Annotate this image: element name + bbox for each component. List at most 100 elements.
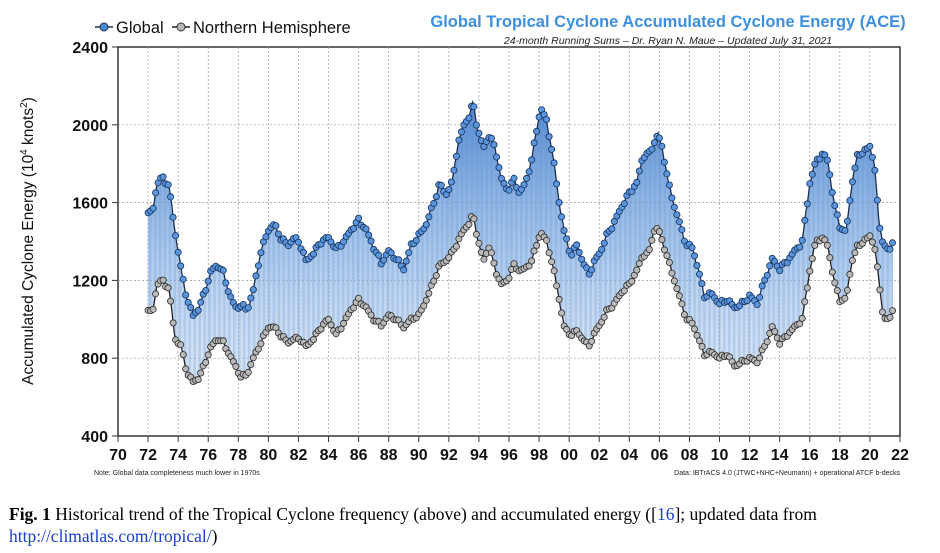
global-point xyxy=(472,121,480,129)
nh-point xyxy=(808,255,816,263)
nh-point xyxy=(490,259,498,267)
global-point xyxy=(568,251,576,259)
global-point xyxy=(350,224,358,232)
nh-point xyxy=(169,319,177,327)
global-point xyxy=(826,171,834,179)
nh-point xyxy=(691,325,699,333)
legend: Global Northern Hemisphere xyxy=(95,19,351,37)
global-point xyxy=(262,233,270,241)
global-point xyxy=(758,282,766,290)
nh-point xyxy=(696,337,704,345)
global-point xyxy=(204,277,212,285)
nh-point xyxy=(698,342,706,350)
nh-point xyxy=(763,338,771,346)
nh-point xyxy=(873,263,881,271)
global-series-points xyxy=(144,102,897,319)
nh-point xyxy=(149,305,157,313)
nh-point xyxy=(688,319,696,327)
nh-point xyxy=(487,249,495,257)
x-tick-label: 86 xyxy=(350,447,368,464)
nh-point xyxy=(480,255,488,263)
x-tick-label: 14 xyxy=(771,447,789,464)
x-gridlines xyxy=(147,47,871,436)
global-point xyxy=(452,152,460,160)
x-tick-label: 22 xyxy=(891,447,909,464)
y-tick-label: 800 xyxy=(81,351,108,368)
note-right: Data: IBTrACS 4.0 (JTWC+NHC+Neumann) + o… xyxy=(674,470,900,477)
global-point xyxy=(455,136,463,144)
x-tick-label: 12 xyxy=(741,447,759,464)
x-tick-label: 98 xyxy=(530,447,548,464)
global-point xyxy=(495,163,503,171)
global-point xyxy=(355,214,363,222)
y-tick-label: 1200 xyxy=(72,273,108,290)
x-tick-label: 96 xyxy=(500,447,518,464)
nh-point xyxy=(159,276,167,284)
nh-point xyxy=(841,294,849,302)
global-point xyxy=(387,249,395,257)
nh-point xyxy=(879,308,887,316)
global-point xyxy=(851,164,859,172)
nh-point xyxy=(886,313,894,321)
global-point xyxy=(490,141,498,149)
global-point xyxy=(402,257,410,265)
global-point xyxy=(871,166,879,174)
nh-point xyxy=(868,238,876,246)
global-point xyxy=(249,286,257,294)
global-point xyxy=(806,180,814,188)
global-point xyxy=(395,256,403,264)
caption-ref-link[interactable]: 16 xyxy=(656,504,675,524)
nh-point xyxy=(588,337,596,345)
nh-point xyxy=(452,242,460,250)
caption-text: Historical trend of the Tropical Cyclone… xyxy=(50,504,657,524)
global-point xyxy=(227,293,235,301)
global-point xyxy=(550,159,558,167)
global-point xyxy=(167,193,175,201)
global-point xyxy=(841,226,849,234)
nh-point xyxy=(472,230,480,238)
nh-point xyxy=(833,287,841,295)
x-tick-label: 80 xyxy=(259,447,277,464)
global-point xyxy=(367,237,375,245)
nh-point xyxy=(828,268,836,276)
global-point xyxy=(660,158,668,166)
global-point xyxy=(678,226,686,234)
global-point xyxy=(876,224,884,232)
nh-point xyxy=(327,321,335,329)
nh-point xyxy=(798,314,806,322)
nh-point xyxy=(528,257,536,265)
global-point xyxy=(698,280,706,288)
x-tick-label: 00 xyxy=(560,447,578,464)
nh-point xyxy=(177,341,185,349)
global-point xyxy=(412,236,420,244)
nh-point xyxy=(167,297,175,305)
nh-point xyxy=(194,375,202,383)
legend-global-marker xyxy=(99,22,109,32)
legend-nh-label: Northern Hemisphere xyxy=(193,19,351,37)
global-point xyxy=(475,129,483,137)
global-point xyxy=(545,133,553,141)
global-point xyxy=(756,293,764,301)
nh-point xyxy=(324,315,332,323)
global-point xyxy=(808,170,816,178)
global-point xyxy=(600,239,608,247)
x-tick-label: 84 xyxy=(320,447,338,464)
nh-point xyxy=(247,360,255,368)
global-point xyxy=(665,181,673,189)
nh-point xyxy=(465,220,473,228)
global-point xyxy=(432,193,440,201)
nh-point xyxy=(756,354,764,362)
nh-point xyxy=(633,266,641,274)
nh-point xyxy=(871,245,879,253)
nh-point xyxy=(550,267,558,275)
global-point xyxy=(650,139,658,147)
global-point xyxy=(588,266,596,274)
caption-url-link[interactable]: http://climatlas.com/tropical/ xyxy=(9,526,212,546)
global-point xyxy=(558,213,566,221)
global-point xyxy=(247,294,255,302)
nh-point xyxy=(244,368,252,376)
nh-point xyxy=(555,295,563,303)
nh-point xyxy=(831,279,839,287)
global-point xyxy=(177,262,185,270)
x-tick-label: 78 xyxy=(229,447,247,464)
